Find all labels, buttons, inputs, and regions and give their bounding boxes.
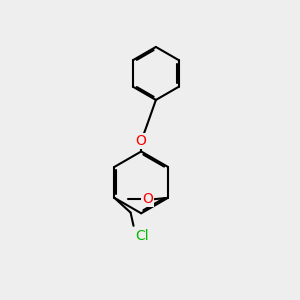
Text: O: O — [142, 192, 153, 206]
Text: Cl: Cl — [135, 229, 148, 243]
Text: O: O — [136, 134, 147, 148]
